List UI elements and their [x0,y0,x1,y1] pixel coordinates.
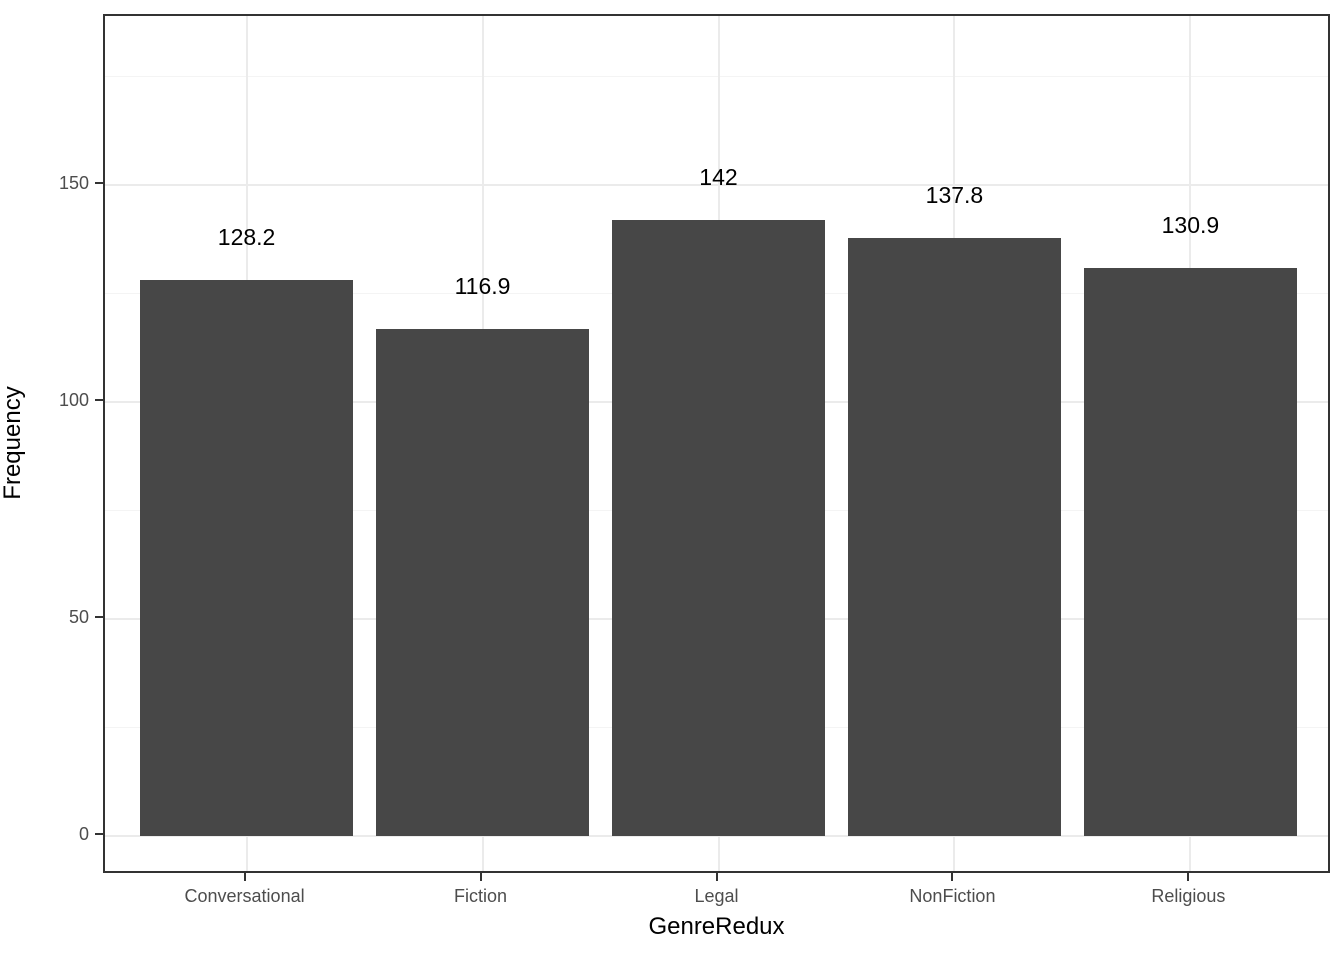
y-tick-label-150: 150 [58,173,89,194]
y-tick-mark-0 [95,832,103,835]
bar-legal [612,219,825,836]
bar-value-label-legal: 142 [699,163,738,190]
bar-value-label-conversational: 128.2 [217,223,276,250]
bar-value-label-nonfiction: 137.8 [925,182,984,209]
y-axis-title: Frequency [0,386,26,500]
y-tick-label-50: 50 [68,607,89,628]
y-tick-label-100: 100 [58,390,89,411]
bar-religious [1084,268,1297,836]
x-tick-label-legal: Legal [694,886,739,906]
x-axis-title: GenreRedux [648,913,785,940]
x-tick-mark-fiction [479,873,482,881]
x-tick-label-religious: Religious [1151,886,1226,906]
bar-value-label-fiction: 116.9 [454,272,511,299]
x-tick-label-conversational: Conversational [184,886,305,906]
y-tick-label-0: 0 [78,823,89,844]
bar-nonfiction [848,238,1061,836]
y-tick-mark-150 [95,182,103,185]
x-tick-mark-conversational [243,873,246,881]
plot-panel: 128.2 116.9 142 137.8 130.9 [103,14,1330,873]
y-tick-mark-50 [95,616,103,619]
bar-value-label-religious: 130.9 [1161,212,1220,239]
x-tick-mark-nonfiction [951,873,954,881]
gridline-major-y-0 [105,834,1328,837]
gridline-minor-y-175 [105,76,1328,78]
bar-conversational [140,279,353,836]
x-tick-label-fiction: Fiction [454,886,508,906]
y-tick-mark-100 [95,399,103,402]
x-tick-mark-religious [1187,873,1190,881]
x-tick-mark-legal [715,873,718,881]
bar-fiction [376,328,589,836]
gridline-major-y-150 [105,184,1328,187]
x-tick-label-nonfiction: NonFiction [909,886,996,906]
